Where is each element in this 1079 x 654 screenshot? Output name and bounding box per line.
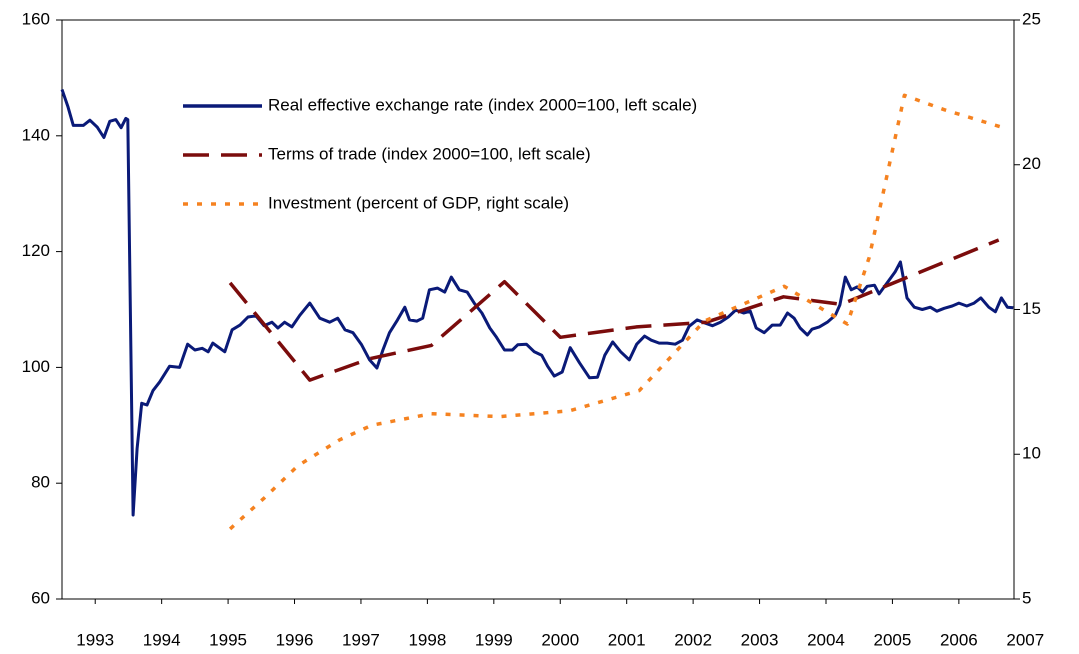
x-tick-label: 2002 <box>674 630 712 649</box>
y-tick-label: 60 <box>31 588 50 607</box>
x-tick-label: 1997 <box>342 630 380 649</box>
series-line <box>228 93 1002 531</box>
y2-tick-label: 10 <box>1022 444 1041 463</box>
legend-label: Terms of trade (index 2000=100, left sca… <box>268 144 591 163</box>
series-line <box>228 238 1000 382</box>
x-tick-label: 1995 <box>209 630 247 649</box>
x-tick-label: 1996 <box>276 630 314 649</box>
x-tick-label: 2001 <box>608 630 646 649</box>
legend-label: Investment (percent of GDP, right scale) <box>268 193 569 212</box>
y2-tick-label: 20 <box>1022 154 1041 173</box>
y2-tick-label: 15 <box>1022 299 1041 318</box>
x-tick-label: 2007 <box>1006 630 1044 649</box>
x-tick-label: 1993 <box>76 630 114 649</box>
x-tick-label: 1994 <box>143 630 181 649</box>
series-line <box>60 89 1014 517</box>
y2-tick-label: 5 <box>1022 588 1031 607</box>
x-tick-label: 2000 <box>541 630 579 649</box>
y-tick-label: 120 <box>22 241 50 260</box>
x-tick-label: 2006 <box>940 630 978 649</box>
x-tick-label: 2004 <box>807 630 845 649</box>
x-tick-label: 2005 <box>874 630 912 649</box>
x-tick-label: 1998 <box>408 630 446 649</box>
y2-tick-label: 25 <box>1022 9 1041 28</box>
y-tick-label: 80 <box>31 473 50 492</box>
y-tick-label: 140 <box>22 125 50 144</box>
legend-label: Real effective exchange rate (index 2000… <box>268 95 697 114</box>
y-tick-label: 100 <box>22 357 50 376</box>
y-tick-label: 160 <box>22 9 50 28</box>
x-tick-label: 1999 <box>475 630 513 649</box>
x-tick-label: 2003 <box>741 630 779 649</box>
